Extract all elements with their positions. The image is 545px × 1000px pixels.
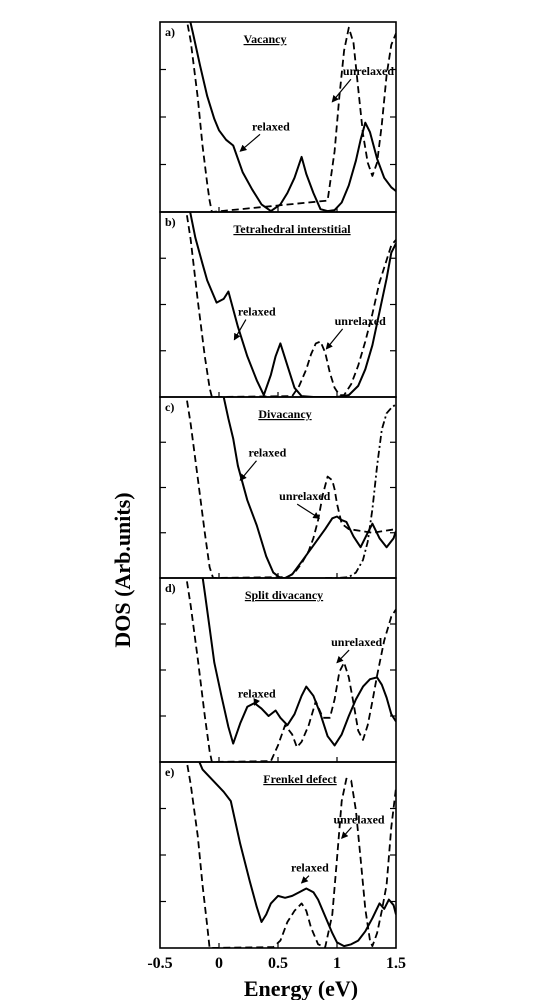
x-tick-label: 0 (215, 955, 223, 972)
panel-b: b) Tetrahedral interstitial relaxed unrelax… (159, 211, 397, 398)
panel-title: Split divacancy (245, 588, 323, 602)
annotation-unrelaxed: unrelaxed (335, 314, 386, 328)
x-axis-title: Energy (eV) (244, 976, 358, 1000)
series-unrelaxed-line (186, 22, 396, 212)
annotation-arrow (341, 826, 352, 840)
annotation-arrow (296, 503, 321, 519)
panel-letter: c) (165, 400, 174, 414)
panel-d: d) Split divacancy unrelaxed relaxed (159, 577, 397, 763)
panel-letter: b) (165, 215, 176, 229)
panel-curves (186, 22, 396, 212)
series-relaxed-line (198, 762, 396, 948)
annotation-unrelaxed: unrelaxed (343, 64, 394, 78)
panel-curves (185, 762, 396, 948)
panel-curves (185, 578, 396, 762)
panel-letter: a) (165, 25, 175, 39)
panel-a: a) Vacancy unrelaxed relaxed (159, 21, 397, 213)
x-tick-label: 1 (333, 955, 341, 972)
series-relaxed-line (201, 578, 396, 747)
series-unrelaxed-line (185, 578, 396, 762)
annotation-relaxed: relaxed (238, 305, 276, 319)
x-tick-label: 1.5 (386, 955, 406, 972)
panel-title: Vacancy (244, 32, 287, 46)
panel-frame (159, 21, 397, 213)
panel-c: c) Divacancy relaxed unrelaxed (159, 396, 397, 579)
annotation-arrow (331, 78, 352, 103)
annotation-arrow (253, 698, 261, 706)
annotation-arrow (239, 460, 257, 482)
panel-curves (185, 212, 396, 397)
series-relaxed-line (189, 212, 396, 397)
panels-group: a) Vacancy unrelaxed relaxed b) Tetrahedral i… (159, 21, 397, 949)
panel-e: e) Frenkel defect unrelaxed relaxed (159, 761, 397, 949)
annotation-arrow (233, 319, 247, 341)
annotation-relaxed: relaxed (291, 861, 329, 875)
annotation-arrow (336, 649, 350, 664)
panel-letter: d) (165, 581, 176, 595)
annotation-unrelaxed: unrelaxed (333, 812, 384, 826)
series-curve-2-line (325, 403, 396, 578)
annotation-arrow (239, 133, 261, 152)
annotation-unrelaxed: unrelaxed (331, 635, 382, 649)
annotation-relaxed: relaxed (249, 446, 287, 460)
annotation-unrelaxed: unrelaxed (279, 489, 330, 503)
annotation-arrow (325, 328, 344, 350)
series-unrelaxed-line (185, 212, 396, 397)
series-unrelaxed-line (185, 397, 396, 578)
panel-letter: e) (165, 765, 174, 779)
annotation-relaxed: relaxed (252, 119, 290, 133)
panel-frame (159, 396, 397, 579)
y-axis-title: DOS (Arb.units) (110, 492, 135, 647)
panel-title: Divacancy (258, 407, 311, 421)
x-axis: -0.5 0 0.5 1 1.5 (147, 955, 406, 972)
x-tick-label: -0.5 (147, 955, 172, 972)
series-relaxed-line (189, 22, 396, 212)
series-unrelaxed-line (185, 762, 396, 948)
panel-title: Tetrahedral interstitial (233, 222, 351, 236)
annotation-relaxed: relaxed (238, 687, 276, 701)
x-tick-label: 0.5 (268, 955, 288, 972)
panel-title: Frenkel defect (263, 772, 336, 786)
panel-frame (159, 761, 397, 949)
annotation-arrow (300, 875, 310, 884)
